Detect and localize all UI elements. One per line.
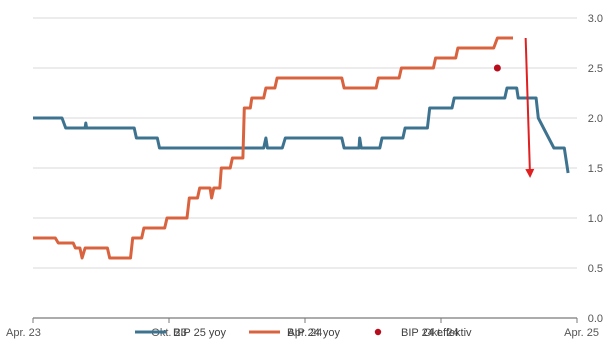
annotation-arrow-head-1 [525, 168, 535, 178]
annotation-arrow-shaft-1 [524, 37, 531, 170]
legend-label-1: BIP 25 yoy [173, 327, 226, 339]
series-lines [33, 36, 570, 260]
y-tick-label: 2.0 [588, 113, 603, 125]
marker-point-1 [493, 64, 501, 72]
annotations [524, 37, 535, 178]
series-line-1 [33, 86, 570, 174]
legend-swatch-3 [374, 328, 382, 336]
y-tick-label: 0.5 [588, 263, 603, 275]
y-tick-label: 1.0 [588, 213, 603, 225]
x-tick-label: Okt. 24 [423, 327, 458, 339]
y-tick-label: 1.5 [588, 163, 603, 175]
legend-label-2: BIP 24 yoy [287, 327, 340, 339]
grid [33, 17, 577, 319]
x-tick-label: Apr. 23 [6, 327, 41, 339]
y-tick-label: 2.5 [588, 63, 603, 75]
series-line-2 [33, 36, 513, 260]
x-tick-label: Apr. 24 [288, 327, 323, 339]
x-tick-label: Apr. 25 [564, 327, 599, 339]
x-tick-label: Okt. 23 [151, 327, 186, 339]
legend-label-3: BIP 24 effektiv [401, 327, 472, 339]
x-axis: Apr. 23 Okt. 23 Apr. 24 Okt. 24 Apr. 25 [6, 318, 599, 339]
y-tick-label: 3.0 [588, 13, 603, 25]
markers [493, 64, 501, 72]
y-axis: 0.0 0.5 1.0 1.5 2.0 2.5 3.0 [588, 13, 603, 325]
y-tick-label: 0.0 [588, 313, 603, 325]
legend: BIP 25 yoy BIP 24 yoy BIP 24 effektiv [135, 327, 472, 339]
